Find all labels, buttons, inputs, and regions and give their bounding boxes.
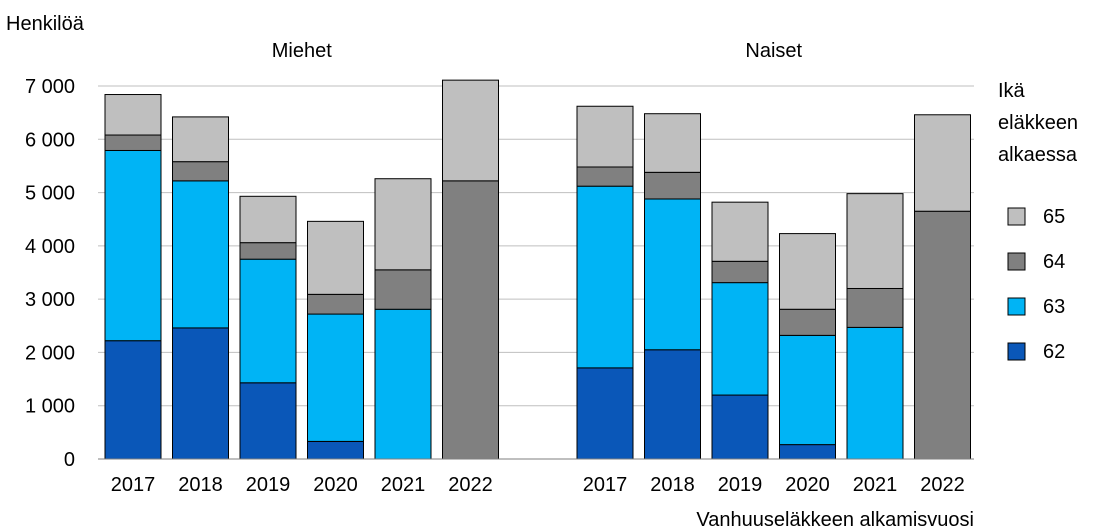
legend-title: Ikä eläkkeen alkaessa bbox=[998, 80, 1078, 166]
bar-naiset-2018-64 bbox=[644, 171, 701, 200]
legend-swatch-65 bbox=[1007, 207, 1026, 226]
y-tick-label-2000: 2 000 bbox=[25, 342, 75, 364]
x-tick-labels: 2017 2018 2019 2020 2021 2022 2017 2018 2019 2020… bbox=[111, 474, 965, 496]
x-tick-label-naiset-2020: 2020 bbox=[785, 474, 830, 496]
bar-miehet-2018-65 bbox=[172, 116, 229, 163]
bar-miehet-2020-63 bbox=[307, 313, 364, 442]
legend-label-64: 64 bbox=[1043, 251, 1065, 273]
bar-miehet-2017-62 bbox=[104, 340, 162, 460]
legend-label-65: 65 bbox=[1043, 206, 1065, 228]
x-tick-label-miehet-2018: 2018 bbox=[178, 474, 223, 496]
x-tick-label-naiset-2018: 2018 bbox=[650, 474, 695, 496]
bar-miehet-2017-64 bbox=[104, 134, 162, 151]
bar-naiset-2022-65 bbox=[914, 114, 971, 212]
bars bbox=[104, 79, 971, 460]
bar-miehet-2018-62 bbox=[172, 327, 229, 460]
bar-miehet-2019-65 bbox=[239, 195, 297, 244]
x-tick-label-naiset-2017: 2017 bbox=[583, 474, 628, 496]
y-tick-label-3000: 3 000 bbox=[25, 289, 75, 311]
legend-swatch-62 bbox=[1007, 342, 1026, 361]
y-tick-labels: 0 1 000 2 000 3 000 4 000 5 000 6 000 7 000 bbox=[25, 76, 75, 471]
bar-miehet-2017-63 bbox=[104, 149, 162, 342]
x-tick-label-miehet-2021: 2021 bbox=[381, 474, 426, 496]
bar-miehet-2020-64 bbox=[307, 293, 364, 315]
bar-miehet-2022-64 bbox=[442, 180, 499, 460]
legend-swatch-63 bbox=[1007, 297, 1026, 316]
legend-title-line-1: Ikä bbox=[998, 80, 1026, 102]
bar-naiset-2021-64 bbox=[846, 287, 904, 328]
y-tick-label-1000: 1 000 bbox=[25, 396, 75, 418]
legend-title-line-3: alkaessa bbox=[998, 144, 1078, 166]
bar-miehet-2017-65 bbox=[104, 94, 162, 136]
bar-miehet-2019-63 bbox=[239, 258, 297, 384]
bar-naiset-2019-62 bbox=[711, 394, 769, 460]
x-tick-label-miehet-2017: 2017 bbox=[111, 474, 156, 496]
legend-label-62: 62 bbox=[1043, 341, 1065, 363]
bar-naiset-2017-62 bbox=[576, 367, 634, 460]
bar-miehet-2019-62 bbox=[239, 382, 297, 460]
bar-miehet-2021-63 bbox=[374, 308, 432, 460]
bar-miehet-2018-63 bbox=[172, 180, 229, 329]
x-tick-label-naiset-2022: 2022 bbox=[920, 474, 965, 496]
group-label-naiset: Naiset bbox=[745, 40, 802, 62]
y-tick-label-7000: 7 000 bbox=[25, 76, 75, 98]
bar-naiset-2020-65 bbox=[779, 233, 836, 310]
bar-miehet-2021-64 bbox=[374, 269, 432, 310]
y-tick-label-4000: 4 000 bbox=[25, 236, 75, 258]
y-axis-label: Henkilöä bbox=[6, 13, 85, 35]
y-tick-label-5000: 5 000 bbox=[25, 183, 75, 205]
bar-miehet-2018-64 bbox=[172, 161, 229, 182]
bar-naiset-2017-64 bbox=[576, 166, 634, 187]
group-labels: Miehet Naiset bbox=[272, 40, 803, 62]
bar-naiset-2021-65 bbox=[846, 193, 904, 289]
bar-miehet-2020-65 bbox=[307, 220, 364, 295]
bar-miehet-2022-65 bbox=[442, 79, 499, 182]
x-tick-label-miehet-2020: 2020 bbox=[313, 474, 358, 496]
bar-naiset-2020-62 bbox=[779, 444, 836, 460]
group-label-miehet: Miehet bbox=[272, 40, 332, 62]
bar-naiset-2017-65 bbox=[576, 105, 634, 168]
y-tick-label-6000: 6 000 bbox=[25, 129, 75, 151]
bar-naiset-2019-65 bbox=[711, 201, 769, 262]
bar-naiset-2019-63 bbox=[711, 282, 769, 396]
bar-miehet-2019-64 bbox=[239, 242, 297, 260]
legend-label-63: 63 bbox=[1043, 296, 1065, 318]
y-tick-label-0: 0 bbox=[64, 449, 75, 471]
bar-naiset-2018-65 bbox=[644, 113, 701, 173]
legend: 65 64 63 62 bbox=[1007, 206, 1065, 363]
x-axis-label: Vanhuuseläkkeen alkamisvuosi bbox=[696, 509, 974, 530]
bar-miehet-2020-62 bbox=[307, 440, 364, 460]
gridlines bbox=[98, 85, 974, 407]
x-tick-label-naiset-2021: 2021 bbox=[853, 474, 898, 496]
legend-title-line-2: eläkkeen bbox=[998, 112, 1078, 134]
x-tick-label-miehet-2022: 2022 bbox=[448, 474, 493, 496]
x-tick-label-miehet-2019: 2019 bbox=[246, 474, 291, 496]
bar-miehet-2021-65 bbox=[374, 178, 432, 271]
bar-naiset-2022-64 bbox=[914, 210, 971, 460]
legend-swatch-64 bbox=[1007, 252, 1026, 271]
bar-naiset-2018-63 bbox=[644, 198, 701, 351]
bar-naiset-2017-63 bbox=[576, 185, 634, 369]
bar-naiset-2020-63 bbox=[779, 334, 836, 446]
bar-naiset-2020-64 bbox=[779, 308, 836, 336]
x-tick-label-naiset-2019: 2019 bbox=[718, 474, 763, 496]
bar-naiset-2021-63 bbox=[846, 326, 904, 460]
bar-naiset-2018-62 bbox=[644, 349, 701, 460]
bar-naiset-2019-64 bbox=[711, 260, 769, 284]
